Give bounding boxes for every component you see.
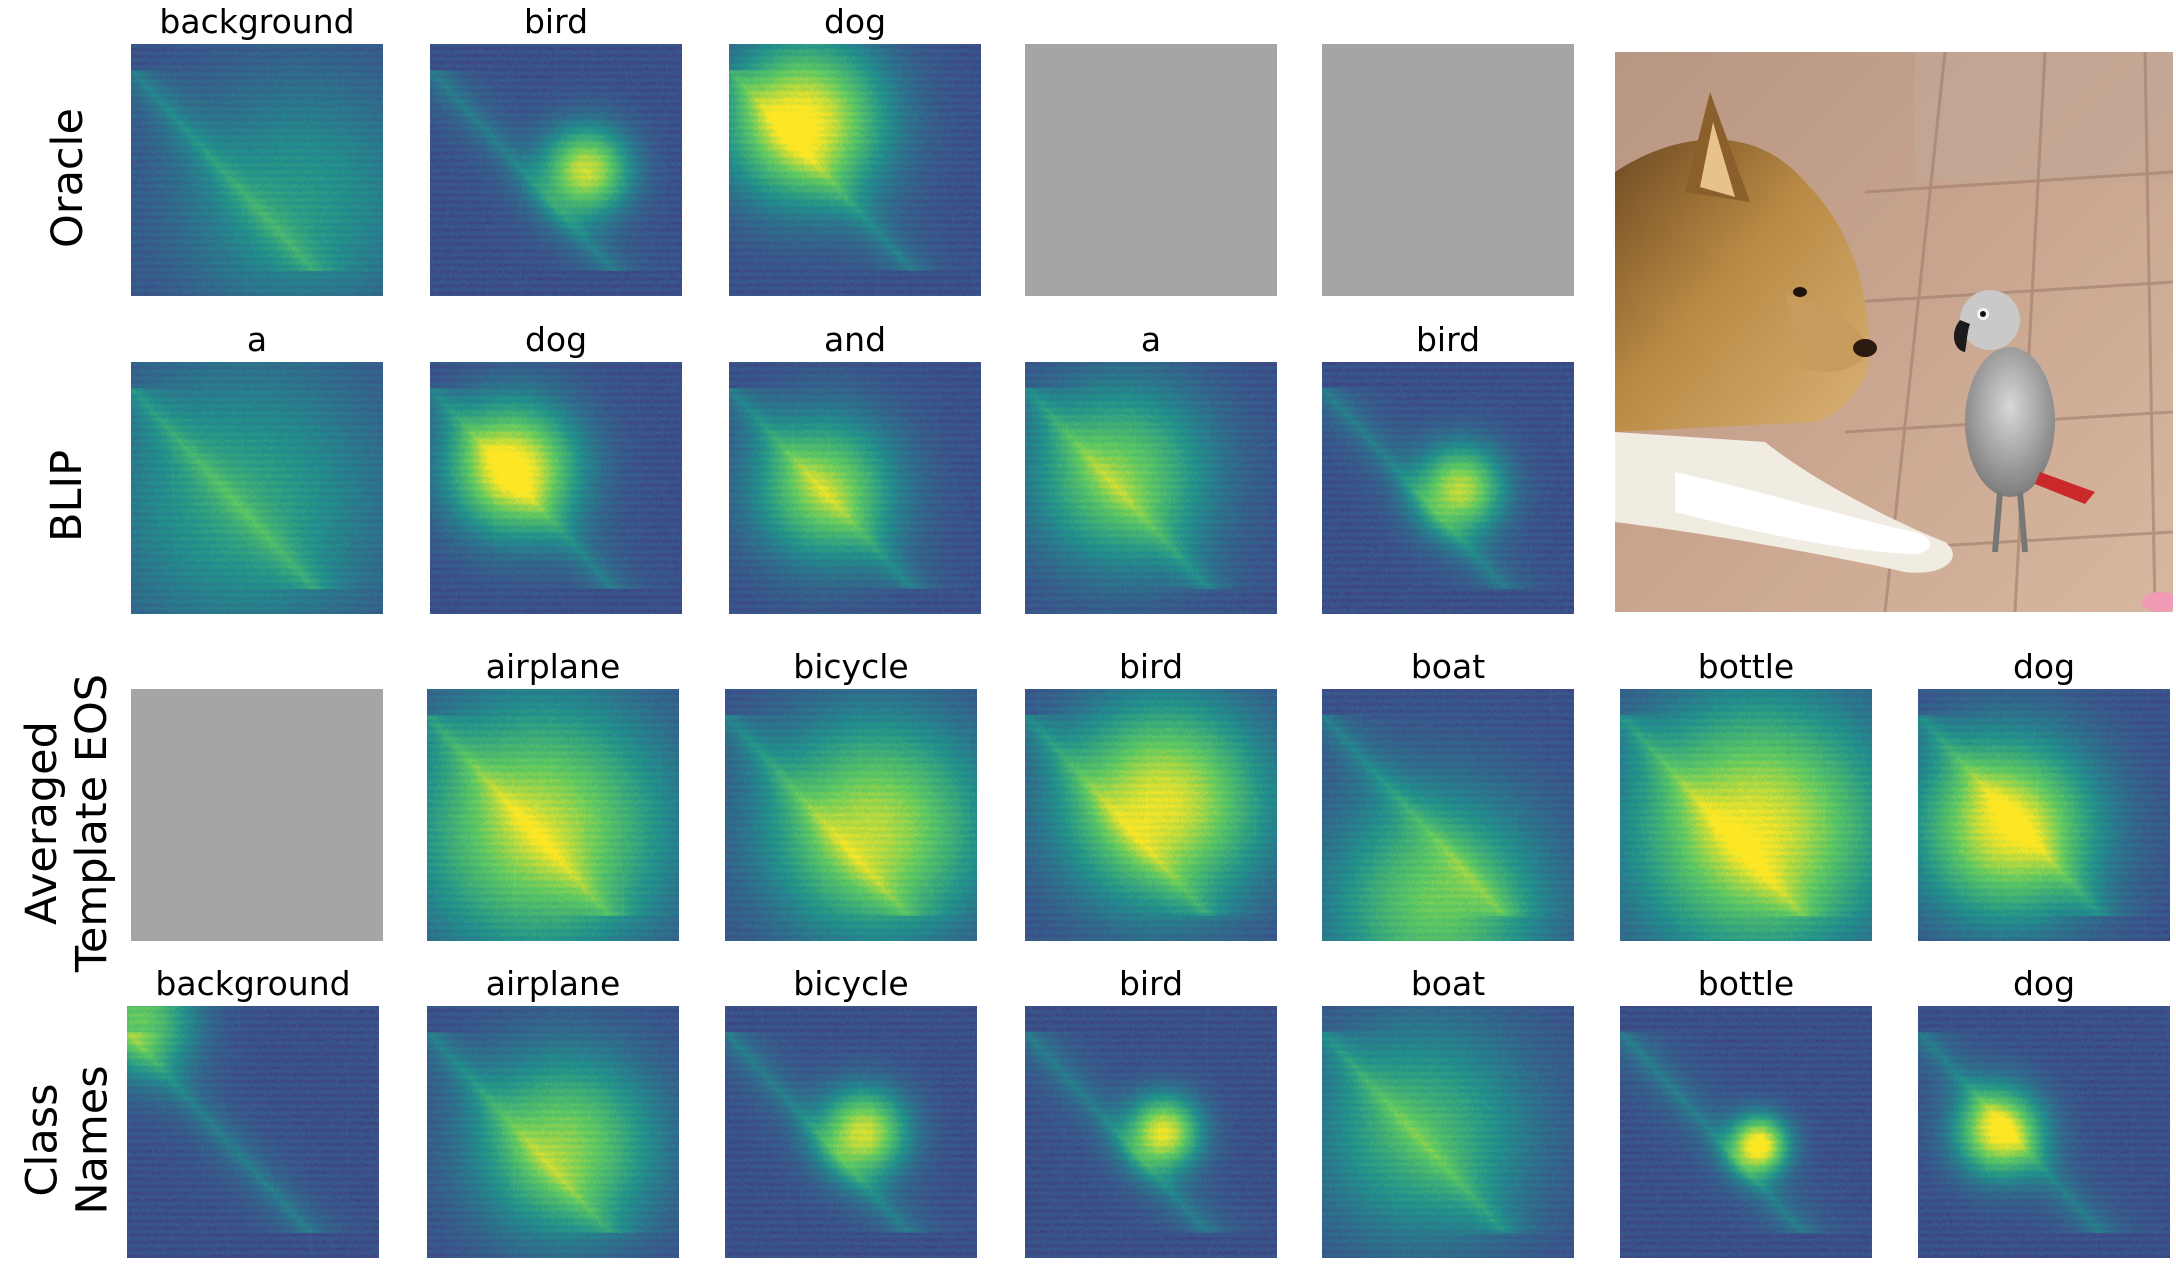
photo-illustration <box>1615 52 2173 612</box>
panel-caption: background <box>159 2 355 41</box>
panel-caption: bird <box>1118 647 1184 686</box>
row-label-class-names-line-2: Names <box>67 1065 118 1215</box>
panel-caption: dog <box>524 320 588 359</box>
attention-map <box>1620 1006 1872 1258</box>
panel-class-background: background <box>127 962 379 1258</box>
attention-map <box>1620 689 1872 941</box>
panel-blip-dog: dog <box>430 318 682 614</box>
panel-oracle-dog: dog <box>729 0 981 296</box>
attention-map <box>1025 689 1277 941</box>
attention-map <box>131 44 383 296</box>
panel-blip-and: and <box>729 318 981 614</box>
attention-map <box>725 1006 977 1258</box>
attention-map <box>1322 1006 1574 1258</box>
panel-oracle-empty-2 <box>1322 0 1574 296</box>
panel-caption: bird <box>1415 320 1481 359</box>
panel-oracle-empty-1 <box>1025 0 1277 296</box>
panel-blip-a-2: a <box>1025 318 1277 614</box>
panel-caption: dog <box>2012 647 2076 686</box>
panel-eos-bird: bird <box>1025 645 1277 941</box>
panel-caption: boat <box>1410 964 1486 1003</box>
row-label-averaged-template-eos: Averaged Template EOS <box>0 674 135 972</box>
panel-class-bottle: bottle <box>1620 962 1872 1258</box>
panel-caption: airplane <box>485 647 621 686</box>
attention-map <box>1322 689 1574 941</box>
empty-panel <box>1322 44 1574 296</box>
panel-caption: a <box>1140 320 1162 359</box>
panel-caption: bicycle <box>793 647 909 686</box>
empty-panel <box>1025 44 1277 296</box>
row-label-averaged-template-eos-line-2: Template EOS <box>67 673 118 973</box>
panel-caption: airplane <box>485 964 621 1003</box>
attention-map <box>1025 362 1277 614</box>
row-label-blip: BLIP <box>0 370 135 622</box>
panel-eos-empty <box>131 645 383 941</box>
attention-map <box>427 689 679 941</box>
panel-caption: bird <box>1118 964 1184 1003</box>
attention-map <box>430 44 682 296</box>
panel-caption <box>131 645 383 689</box>
attention-map <box>725 689 977 941</box>
panel-caption <box>1322 0 1574 44</box>
empty-panel <box>131 689 383 941</box>
attention-map <box>729 362 981 614</box>
panel-blip-a-1: a <box>131 318 383 614</box>
attention-map <box>1918 689 2170 941</box>
attention-map <box>127 1006 379 1258</box>
panel-caption: boat <box>1410 647 1486 686</box>
panel-oracle-bird: bird <box>430 0 682 296</box>
panel-class-bird: bird <box>1025 962 1277 1258</box>
panel-class-dog: dog <box>1918 962 2170 1258</box>
panel-caption: bottle <box>1697 647 1795 686</box>
dog-and-parrot-photo <box>1615 52 2173 612</box>
attention-map <box>1322 362 1574 614</box>
attention-map <box>427 1006 679 1258</box>
panel-eos-bottle: bottle <box>1620 645 1872 941</box>
panel-caption: background <box>155 964 351 1003</box>
attention-map <box>1918 1006 2170 1258</box>
row-label-class-names: Class Names <box>0 1014 135 1266</box>
panel-class-airplane: airplane <box>427 962 679 1258</box>
attention-map <box>430 362 682 614</box>
panel-caption: bottle <box>1697 964 1795 1003</box>
panel-class-boat: boat <box>1322 962 1574 1258</box>
attention-map <box>131 362 383 614</box>
panel-eos-airplane: airplane <box>427 645 679 941</box>
panel-caption <box>1025 0 1277 44</box>
row-label-oracle: Oracle <box>0 52 135 304</box>
row-label-blip-line-1: BLIP <box>42 449 93 543</box>
panel-eos-boat: boat <box>1322 645 1574 941</box>
panel-caption: bicycle <box>793 964 909 1003</box>
panel-caption: bird <box>523 2 589 41</box>
row-label-class-names-line-1: Class <box>17 1083 68 1197</box>
row-label-oracle-line-1: Oracle <box>42 108 93 248</box>
panel-class-bicycle: bicycle <box>725 962 977 1258</box>
panel-oracle-background: background <box>131 0 383 296</box>
panel-caption: and <box>823 320 887 359</box>
panel-caption: a <box>246 320 268 359</box>
panel-blip-bird: bird <box>1322 318 1574 614</box>
panel-caption: dog <box>823 2 887 41</box>
panel-eos-bicycle: bicycle <box>725 645 977 941</box>
attention-map <box>729 44 981 296</box>
attention-map <box>1025 1006 1277 1258</box>
panel-caption: dog <box>2012 964 2076 1003</box>
row-label-averaged-template-eos-line-1: Averaged <box>17 721 68 925</box>
panel-eos-dog: dog <box>1918 645 2170 941</box>
